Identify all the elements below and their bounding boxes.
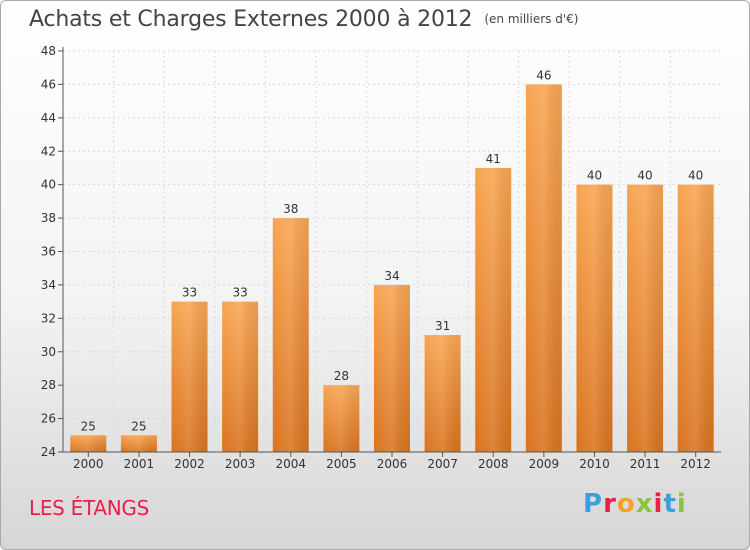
y-tick-label: 32 [41,311,56,325]
logo-letter: x [635,489,654,519]
bar-highlight [222,301,259,452]
logo-letter: o [616,489,636,519]
data-label: 25 [81,419,96,433]
x-tick-label: 2007 [427,457,458,471]
logo-letter: t [663,489,677,519]
x-tick-label: 2012 [680,457,711,471]
y-tick-label: 40 [41,178,56,192]
bar-highlight [576,184,613,452]
data-label: 46 [536,68,551,82]
data-label: 40 [688,169,703,183]
y-tick-label: 42 [41,144,56,158]
chart-title: Achats et Charges Externes 2000 à 2012 (e… [29,7,578,32]
data-label: 38 [283,202,298,216]
x-tick-label: 2009 [529,457,560,471]
chart-unit: (en milliers d'€) [484,12,579,26]
data-label: 40 [637,169,652,183]
bar-highlight [120,435,157,452]
y-tick-label: 36 [41,245,56,259]
y-tick-label: 34 [41,278,56,292]
bar-highlight [475,167,512,453]
x-tick-label: 2002 [174,457,205,471]
y-tick-label: 46 [41,77,56,91]
y-tick-label: 26 [41,412,56,426]
bar-highlight [70,435,107,452]
data-label: 33 [182,286,197,300]
y-tick-label: 38 [41,211,56,225]
x-tick-label: 2011 [630,457,661,471]
y-tick-label: 28 [41,378,56,392]
x-tick-label: 2008 [478,457,509,471]
x-tick-label: 2005 [326,457,357,471]
x-tick-label: 2001 [124,457,155,471]
y-tick-label: 24 [41,445,56,459]
y-tick-label: 30 [41,345,56,359]
data-label: 41 [486,152,501,166]
proxiti-logo: Proxiti [583,489,687,519]
x-tick-label: 2004 [275,457,306,471]
axes: 24 26 28 30 32 34 36 38 40 42 44 46 48 2000 2001 2002 20… [41,44,721,471]
bar-highlight [374,284,410,452]
data-label: 40 [587,169,602,183]
x-tick-label: 2003 [225,457,256,471]
y-tick-label: 48 [41,44,56,58]
bar-highlight [525,84,562,453]
bar-highlight [424,335,461,452]
data-label: 28 [334,369,349,383]
data-label: 31 [435,319,450,333]
x-tick-label: 2010 [579,457,610,471]
logo-letter: i [653,489,664,519]
logo-letter: i [676,489,687,519]
bar-highlight [627,184,664,452]
bar-highlight [323,385,360,452]
bar-highlight [171,301,208,452]
bar-highlight [677,184,714,452]
chart-title-text: Achats et Charges Externes 2000 à 2012 [29,7,473,32]
y-tick-label: 44 [41,111,56,125]
x-tick-label: 2000 [73,457,104,471]
bar-highlight [272,218,309,452]
data-label: 33 [233,286,248,300]
data-label: 34 [384,269,399,283]
commune-name: LES ÉTANGS [29,496,149,520]
logo-letter: r [603,489,617,519]
data-label: 25 [131,419,146,433]
x-tick-label: 2006 [377,457,408,471]
data-labels: 25 25 33 33 38 28 34 31 41 46 40 40 40 [81,68,704,433]
bars [70,84,714,453]
logo-letter: P [583,489,604,519]
grid-lines [63,50,721,453]
